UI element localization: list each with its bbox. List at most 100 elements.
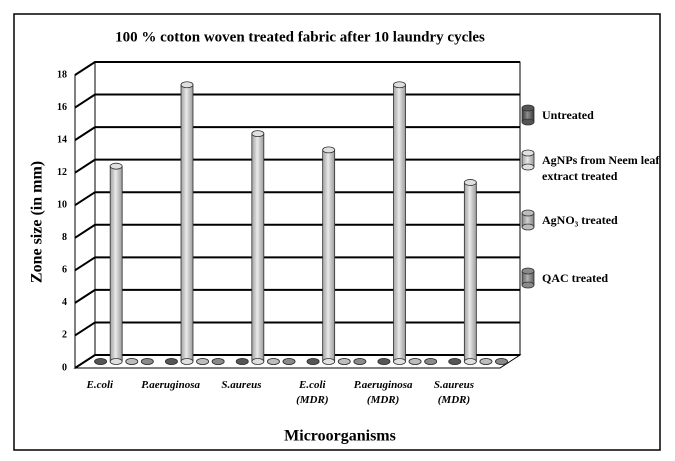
bar — [377, 358, 391, 365]
grid-line — [74, 158, 520, 174]
bar — [109, 162, 123, 365]
cylinder-base — [109, 358, 123, 365]
bar — [495, 358, 508, 365]
cylinder-shade — [522, 213, 534, 227]
cylinder-top — [408, 358, 422, 365]
cylinder-top — [125, 358, 139, 365]
legend-label: QAC treated — [542, 271, 609, 285]
x-tick-label: P.aeruginosa — [141, 379, 200, 391]
grid-line — [74, 256, 520, 272]
cylinder-top — [353, 358, 367, 365]
cylinder-top — [322, 146, 336, 154]
cylinder-top — [337, 358, 351, 365]
bar — [337, 358, 351, 365]
cylinder-base — [521, 163, 535, 171]
cylinder-top — [267, 358, 280, 365]
grid-line — [74, 223, 520, 239]
cylinder-top — [393, 81, 406, 89]
cylinder-base — [463, 358, 477, 365]
cylinder-shade — [464, 182, 477, 362]
cylinder-top — [251, 130, 265, 138]
legend-label: Untreated — [542, 108, 594, 122]
cylinder-top — [94, 358, 107, 365]
x-tick-label: S.aureus (MDR) — [434, 379, 474, 406]
frame — [13, 13, 661, 451]
cylinder-shade — [522, 271, 534, 285]
cylinder-top — [521, 149, 535, 157]
bar — [322, 146, 336, 365]
bar — [306, 358, 320, 365]
y-tick-label: 2 — [62, 330, 67, 341]
x-tick-label: E.coli — [85, 379, 114, 391]
bar — [251, 130, 265, 365]
cylinder-shade — [522, 108, 534, 122]
grid-line — [74, 321, 520, 337]
bar — [393, 81, 406, 365]
cylinder-top — [521, 267, 535, 275]
y-tick-label: 16 — [57, 102, 67, 113]
cylinder-shade — [322, 149, 335, 362]
legend-swatch — [521, 267, 535, 289]
grid-line — [74, 93, 520, 109]
cylinder-shade — [522, 153, 534, 167]
cylinder-top — [140, 358, 154, 365]
cylinder-top — [424, 358, 438, 365]
bar — [267, 358, 280, 365]
legend-label: AgNO₃ treated — [542, 213, 618, 227]
grid-line — [74, 354, 520, 369]
y-tick-label: 4 — [62, 297, 67, 308]
cylinder-top — [479, 358, 493, 365]
cylinder-top — [196, 358, 209, 365]
side-wall — [74, 61, 96, 369]
cylinder-top — [211, 358, 225, 365]
bar — [94, 358, 107, 365]
cylinder-top — [165, 358, 178, 365]
cylinder-shade — [251, 133, 264, 362]
legend-label: AgNPs from Neem leaf extract treated — [542, 153, 660, 184]
cylinder-base — [251, 358, 265, 365]
bar — [125, 358, 139, 365]
cylinder-top — [235, 358, 249, 365]
cylinder-top — [180, 81, 194, 89]
bar — [211, 358, 225, 365]
legend-swatch — [521, 209, 535, 231]
bar — [140, 358, 154, 365]
cylinder-shade — [181, 84, 193, 362]
bar — [196, 358, 209, 365]
legend-swatch — [521, 104, 535, 126]
bar — [180, 81, 194, 365]
bar — [479, 358, 493, 365]
cylinder-top — [306, 358, 320, 365]
x-tick-label: E.coli (MDR) — [296, 379, 328, 406]
y-tick-label: 18 — [57, 69, 67, 80]
cylinder-shade — [110, 166, 123, 362]
bar — [424, 358, 438, 365]
bar — [165, 358, 178, 365]
y-tick-label: 14 — [57, 134, 67, 145]
x-tick-label: S.aureus — [221, 379, 261, 391]
bar — [448, 358, 462, 365]
grid-line — [74, 126, 520, 141]
grid-line — [74, 288, 520, 304]
x-axis-title: Microorganisms — [284, 428, 396, 445]
y-tick-label: 8 — [62, 232, 67, 243]
cylinder-top — [109, 162, 123, 170]
cylinder-top — [495, 358, 508, 365]
bar — [282, 358, 296, 365]
grid-line — [74, 61, 520, 76]
x-tick-label: P.aeruginosa (MDR) — [354, 379, 413, 406]
y-tick-label: 0 — [62, 362, 67, 373]
cylinder-top — [463, 179, 477, 186]
y-tick-label: 10 — [57, 200, 67, 211]
legend-swatch — [521, 149, 535, 171]
grid-line — [74, 191, 520, 207]
cylinder-top — [377, 358, 391, 365]
cylinder-top — [448, 358, 462, 365]
y-tick-label: 12 — [57, 167, 67, 178]
cylinder-base — [521, 223, 535, 231]
cylinder-base — [393, 358, 406, 365]
bar — [463, 179, 477, 365]
chart-title: 100 % cotton woven treated fabric after … — [115, 29, 485, 45]
bar — [235, 358, 249, 365]
